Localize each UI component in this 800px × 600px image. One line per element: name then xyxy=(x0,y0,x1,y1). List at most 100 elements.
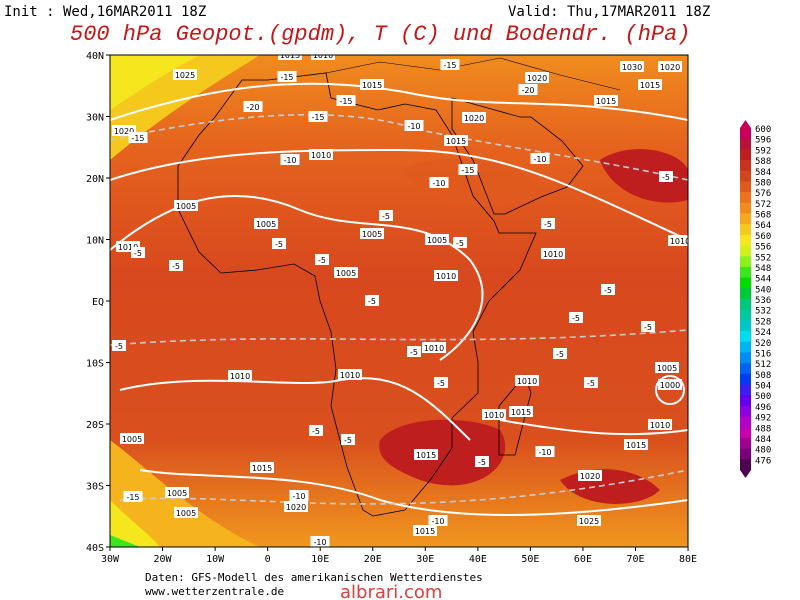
isobar-label-box xyxy=(414,449,438,460)
temperature-label: -5 xyxy=(318,256,326,265)
colorbar-label: 536 xyxy=(755,296,771,306)
temperature-label-box xyxy=(440,59,460,70)
isobar-label: 1020 xyxy=(660,63,680,72)
temperature-label: -10 xyxy=(431,517,444,526)
temperature-label-box xyxy=(530,153,550,164)
colorbar-swatch xyxy=(740,138,751,150)
isobar-label-box xyxy=(509,406,533,417)
isobar-label-box xyxy=(594,95,618,106)
colorbar-label: 528 xyxy=(755,317,771,327)
colorbar-swatch xyxy=(740,234,751,247)
temperature-label-box xyxy=(584,377,598,388)
isobar-label: 1000 xyxy=(660,381,680,390)
temperature-label-box xyxy=(569,312,583,323)
temperature-label: -5 xyxy=(134,249,142,258)
lon-label: 40E xyxy=(469,554,487,565)
temperature-label: -5 xyxy=(312,427,320,436)
temperature-label-box xyxy=(309,425,323,436)
temperature-label-box xyxy=(458,164,478,175)
temperature-label-box xyxy=(112,340,126,351)
temperature-label: -5 xyxy=(644,323,652,332)
isobar-label-box xyxy=(413,525,437,536)
temperature-label: -5 xyxy=(556,350,564,359)
isobar-label: 1010 xyxy=(424,344,444,353)
lat-label: 40S xyxy=(86,543,104,554)
isobar-label-box xyxy=(624,439,648,450)
lat-label: 20S xyxy=(86,420,104,431)
colorbar-label: 592 xyxy=(755,146,771,156)
colorbar-label: 540 xyxy=(755,285,771,295)
isobar-label: 1025 xyxy=(175,71,195,80)
temperature-label: -20 xyxy=(521,86,534,95)
lat-label: 10S xyxy=(86,359,104,370)
temperature-label: -5 xyxy=(382,212,390,221)
temperature-label: -10 xyxy=(432,179,445,188)
temperature-label-box xyxy=(379,210,393,221)
isobar-label: 1015 xyxy=(280,51,300,60)
colorbar-bottom-tip xyxy=(740,470,751,478)
colorbar-swatch xyxy=(740,170,751,182)
isobar-label-box xyxy=(462,112,486,123)
colorbar-swatch xyxy=(740,245,751,257)
isobar-label-box xyxy=(338,369,362,380)
isobar-label: 1030 xyxy=(622,63,642,72)
isobar-label-box xyxy=(541,248,565,259)
lon-label: 80E xyxy=(679,554,697,565)
temperature-label-box xyxy=(475,456,489,467)
temperature-label-box xyxy=(308,111,328,122)
isobar-label-box xyxy=(174,507,198,518)
temperature-label: -5 xyxy=(544,220,552,229)
colorbar-swatch xyxy=(740,352,751,364)
isobar-label: 1020 xyxy=(464,114,484,123)
isobar-label-box xyxy=(311,55,335,60)
colorbar-swatch xyxy=(740,192,751,204)
temperature-label-box xyxy=(601,284,615,295)
website: www.wetterzentrale.de xyxy=(145,585,284,598)
colorbar-label: 588 xyxy=(755,157,771,167)
temperature-label-box xyxy=(341,434,355,445)
lat-label: 10N xyxy=(86,236,104,247)
colorbar-swatch xyxy=(740,266,751,279)
colorbar-swatch xyxy=(740,405,751,418)
temperature-label-box xyxy=(518,84,538,95)
temperature-label: -5 xyxy=(410,348,418,357)
data-source: Daten: GFS-Modell des amerikanischen Wet… xyxy=(145,571,483,584)
colorbar-swatch xyxy=(740,373,751,385)
temperature-label-box xyxy=(659,171,673,182)
temperature-label: -15 xyxy=(461,166,474,175)
temperature-label: -5 xyxy=(662,173,670,182)
temperature-label-box xyxy=(280,154,300,165)
colorbar-top-tip xyxy=(740,120,751,128)
colorbar-swatch xyxy=(740,448,751,460)
isobar-label: 1005 xyxy=(657,364,677,373)
isobar-label-box xyxy=(638,79,662,90)
isobar-label-box xyxy=(648,419,672,430)
temperature-label: -15 xyxy=(443,61,456,70)
isobar-label: 1005 xyxy=(362,230,382,239)
colorbar-label: 556 xyxy=(755,243,771,253)
isobar-label-box xyxy=(112,125,136,136)
isobar-label: 1020 xyxy=(527,74,547,83)
isobar-label: 1015 xyxy=(511,408,531,417)
colorbar-label: 560 xyxy=(755,232,771,242)
temperature-label: -5 xyxy=(172,262,180,271)
colorbar-label: 600 xyxy=(755,125,771,135)
colorbar-label: 576 xyxy=(755,189,771,199)
colorbar-swatch xyxy=(740,181,751,193)
isobar-label: 1020 xyxy=(580,472,600,481)
colorbar-swatch xyxy=(740,277,751,289)
lon-label: 10E xyxy=(311,554,329,565)
isobar-label-box xyxy=(525,72,549,83)
temperature-label: -15 xyxy=(126,493,139,502)
temperature-label-box xyxy=(131,247,145,258)
colorbar-swatch xyxy=(740,224,751,236)
isobar-label-box xyxy=(173,69,197,80)
temperature-label-box xyxy=(243,101,263,112)
isobar-label: 1010 xyxy=(543,250,563,259)
colorbar-swatch xyxy=(740,299,751,311)
isobar-label: 1010 xyxy=(311,151,331,160)
colorbar-label: 564 xyxy=(755,221,771,231)
temperature-label: -10 xyxy=(283,156,296,165)
colorbar-swatch xyxy=(740,416,751,428)
